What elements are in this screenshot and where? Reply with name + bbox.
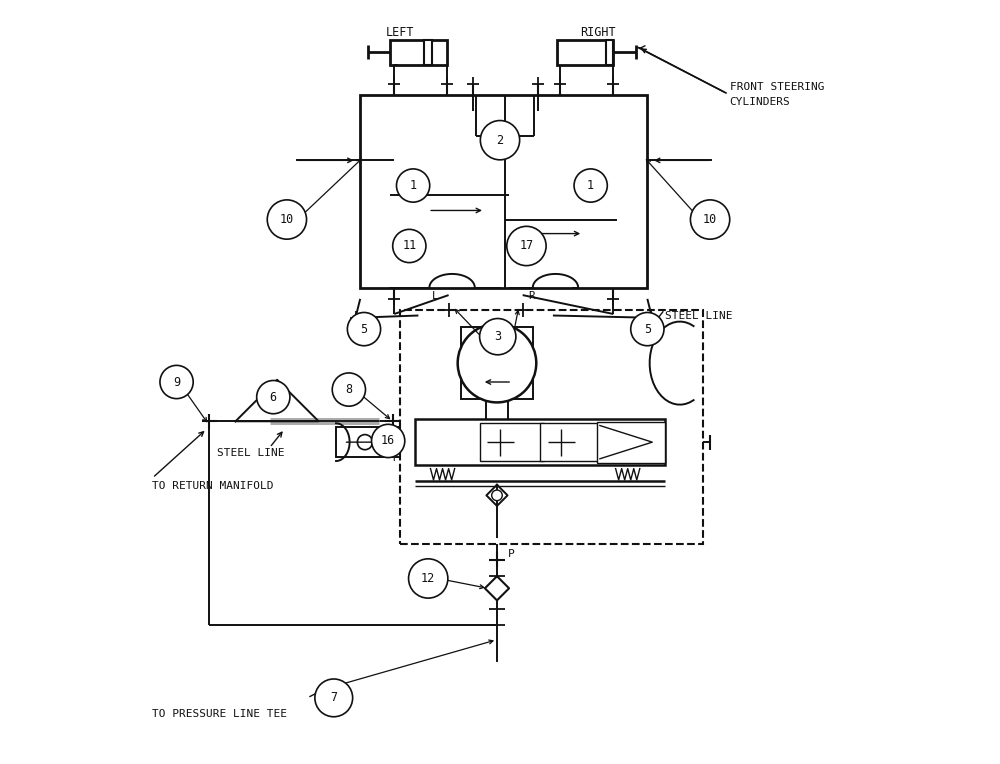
Text: 11: 11 <box>402 239 416 252</box>
Bar <box>606 40 613 65</box>
Bar <box>540 423 604 461</box>
Text: 1: 1 <box>410 179 417 192</box>
Text: 7: 7 <box>330 691 337 704</box>
Circle shape <box>409 558 448 598</box>
Text: 2: 2 <box>496 134 504 147</box>
Text: 16: 16 <box>381 435 395 448</box>
Text: STEEL LINE: STEEL LINE <box>665 310 732 321</box>
Circle shape <box>315 679 353 717</box>
Circle shape <box>372 424 405 458</box>
Text: 8: 8 <box>345 383 352 396</box>
Circle shape <box>332 373 365 406</box>
Text: FRONT STEERING: FRONT STEERING <box>730 83 824 92</box>
Bar <box>424 40 432 65</box>
Bar <box>336 427 400 458</box>
Bar <box>461 327 533 400</box>
Circle shape <box>631 312 664 346</box>
Bar <box>360 95 647 287</box>
Text: 10: 10 <box>703 213 717 226</box>
Text: 10: 10 <box>280 213 294 226</box>
Bar <box>597 422 665 462</box>
Text: T: T <box>391 454 398 464</box>
Text: 12: 12 <box>421 572 435 585</box>
Text: RIGHT: RIGHT <box>580 27 616 40</box>
Circle shape <box>507 226 546 266</box>
Circle shape <box>160 365 193 399</box>
Circle shape <box>690 200 730 239</box>
Circle shape <box>347 312 381 346</box>
Text: 3: 3 <box>494 330 501 343</box>
Text: R: R <box>528 291 535 301</box>
Circle shape <box>458 324 536 403</box>
Bar <box>390 40 447 65</box>
Text: L: L <box>432 291 438 301</box>
Bar <box>480 423 544 461</box>
Circle shape <box>267 200 307 239</box>
Circle shape <box>357 435 372 450</box>
Text: 1: 1 <box>587 179 594 192</box>
Circle shape <box>480 121 520 160</box>
Circle shape <box>574 169 607 202</box>
Circle shape <box>396 169 430 202</box>
Text: TO RETURN MANIFOLD: TO RETURN MANIFOLD <box>152 481 274 490</box>
Text: 5: 5 <box>360 322 368 335</box>
Text: STEEL LINE: STEEL LINE <box>217 448 284 458</box>
Text: 6: 6 <box>270 390 277 403</box>
Circle shape <box>257 380 290 414</box>
Text: 9: 9 <box>173 375 180 389</box>
Bar <box>415 419 665 465</box>
Text: CYLINDERS: CYLINDERS <box>730 97 790 107</box>
Text: 17: 17 <box>519 239 534 252</box>
Bar <box>557 40 613 65</box>
Circle shape <box>480 319 516 354</box>
Text: LEFT: LEFT <box>386 27 415 40</box>
Text: 5: 5 <box>644 322 651 335</box>
Text: TO PRESSURE LINE TEE: TO PRESSURE LINE TEE <box>152 710 287 720</box>
Circle shape <box>492 490 502 500</box>
Bar <box>400 310 703 545</box>
Text: P: P <box>508 549 515 558</box>
Circle shape <box>393 229 426 263</box>
